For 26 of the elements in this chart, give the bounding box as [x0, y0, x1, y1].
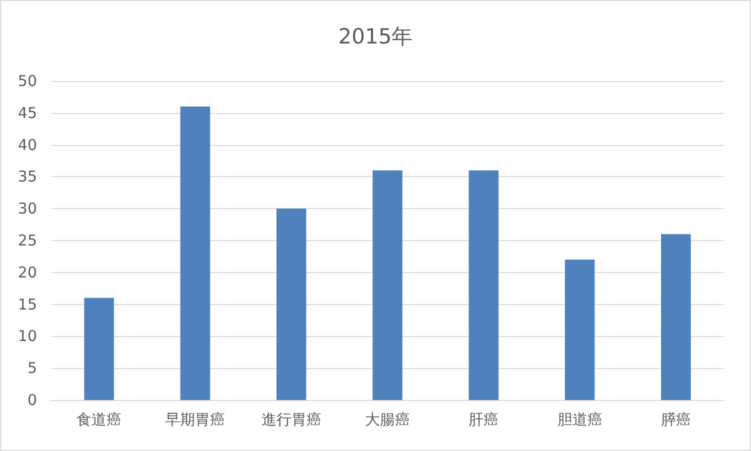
- chart-title: 2015年: [338, 24, 413, 48]
- bar: [276, 208, 306, 400]
- y-tick-label: 30: [18, 200, 37, 218]
- y-tick-label: 10: [18, 327, 37, 346]
- y-tick-label: 25: [18, 232, 37, 250]
- y-tick-label: 0: [27, 391, 37, 409]
- y-tick-label: 15: [18, 295, 37, 314]
- x-tick-label: 肝癌: [468, 410, 499, 428]
- y-tick-label: 5: [27, 359, 37, 378]
- y-tick-label: 50: [18, 72, 37, 90]
- x-tick-label: 早期胃癌: [165, 410, 226, 428]
- y-tick-label: 35: [18, 168, 37, 186]
- bar: [661, 234, 691, 400]
- x-tick-label: 大腸癌: [365, 410, 410, 428]
- y-tick-label: 20: [18, 263, 37, 282]
- x-tick-label: 胆道癌: [557, 410, 602, 428]
- x-tick-label: 食道癌: [76, 410, 122, 428]
- y-tick-label: 40: [18, 136, 37, 154]
- bar: [180, 106, 210, 400]
- bar: [468, 170, 499, 400]
- y-tick-label: 45: [18, 104, 37, 122]
- x-tick-label: 進行胃癌: [261, 410, 322, 428]
- bar: [564, 260, 595, 400]
- bar: [372, 170, 402, 400]
- x-tick-label: 膵癌: [660, 410, 691, 428]
- bar: [84, 298, 114, 400]
